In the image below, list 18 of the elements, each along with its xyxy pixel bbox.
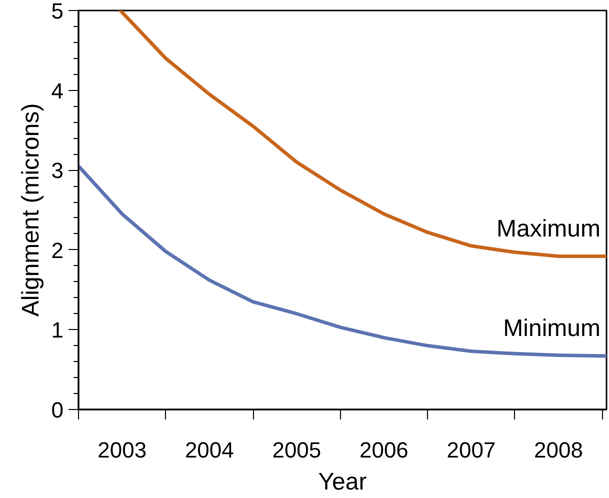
line-series [78,164,606,358]
x-axis-title: Year [318,468,367,496]
x-tick-label: 2004 [184,438,234,462]
line-series [118,10,606,258]
x-tick-label: 2007 [446,438,496,462]
y-tick-label: 1 [51,318,64,343]
y-tick-label: 4 [51,78,64,104]
y-tick-label: 2 [51,238,64,263]
x-tick-label: 2006 [359,438,408,462]
x-tick-label: 2005 [272,438,322,462]
y-tick-label: 3 [51,158,64,184]
series-label: Minimum [503,315,601,342]
y-tick-label: 0 [51,398,64,422]
series-label: Maximum [496,215,601,242]
x-tick-label: 2003 [98,438,147,462]
y-tick-label: 5 [51,0,64,24]
y-axis-title: Alignment (microns) [17,103,44,317]
x-tick-label: 2008 [534,438,583,462]
